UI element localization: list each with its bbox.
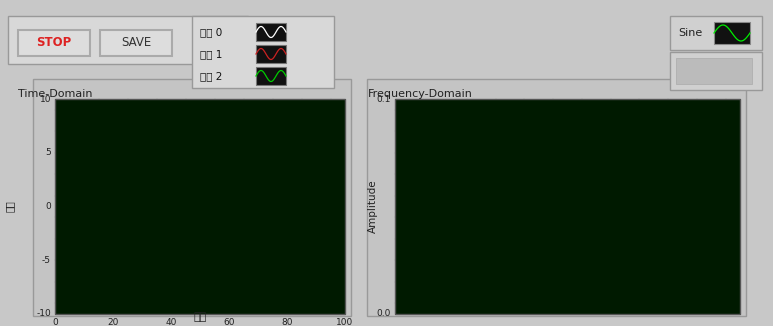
Bar	[100, 30, 172, 56]
Text: 플롯 1: 플롯 1	[200, 49, 223, 59]
Text: 0: 0	[52, 318, 58, 326]
Text: Frequency-Domain: Frequency-Domain	[368, 89, 473, 99]
Text: 보폭: 보폭	[5, 200, 15, 212]
Text: 10: 10	[39, 95, 51, 103]
Text: 플롯 0: 플롯 0	[200, 27, 223, 37]
Text: 0.0: 0.0	[376, 309, 391, 319]
Text: 20: 20	[107, 318, 119, 326]
Text: 시간: 시간	[193, 312, 206, 322]
Text: SAVE: SAVE	[121, 37, 152, 50]
Text: 0.1: 0.1	[376, 95, 391, 103]
Text: 40: 40	[165, 318, 177, 326]
Text: STOP: STOP	[36, 37, 72, 50]
Text: -5: -5	[42, 256, 51, 265]
Bar	[192, 16, 334, 88]
Text: 100: 100	[336, 318, 353, 326]
Bar	[8, 16, 248, 64]
Text: 5: 5	[46, 148, 51, 157]
Text: Amplitude: Amplitude	[368, 180, 378, 233]
Bar	[256, 67, 286, 85]
Text: 플롯 2: 플롯 2	[200, 71, 223, 81]
Bar	[395, 99, 740, 314]
Bar	[714, 22, 750, 44]
Text: 80: 80	[281, 318, 293, 326]
Bar	[367, 79, 746, 316]
Bar	[670, 52, 762, 90]
Text: Time-Domain: Time-Domain	[18, 89, 93, 99]
Text: 0: 0	[46, 202, 51, 211]
Text: Sine: Sine	[678, 28, 702, 38]
Bar	[256, 23, 286, 41]
Bar	[33, 79, 351, 316]
Bar	[55, 99, 345, 314]
Text: -10: -10	[36, 309, 51, 319]
Bar	[18, 30, 90, 56]
Bar	[256, 45, 286, 63]
Bar	[676, 58, 752, 84]
Text: 60: 60	[223, 318, 235, 326]
Bar	[670, 16, 762, 50]
